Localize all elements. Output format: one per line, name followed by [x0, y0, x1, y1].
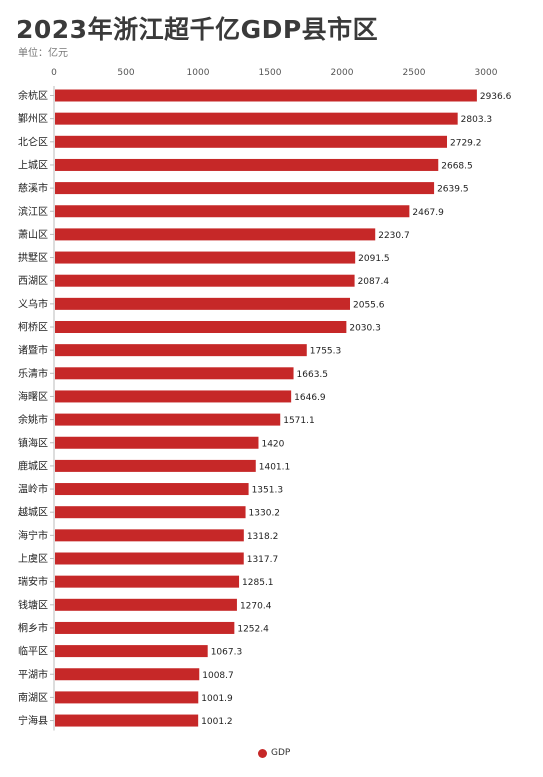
bar[interactable] — [55, 89, 477, 102]
value-label: 1755.3 — [310, 347, 342, 357]
value-label: 1420 — [261, 439, 284, 449]
category-label: 温岭市 — [18, 483, 48, 496]
bar[interactable] — [55, 297, 351, 310]
x-tick-label: 2500 — [403, 68, 426, 78]
bar[interactable] — [55, 668, 200, 681]
bar[interactable] — [55, 344, 307, 357]
category-label: 西湖区 — [18, 275, 48, 287]
bar[interactable] — [55, 158, 439, 171]
x-tick-label: 1000 — [187, 68, 210, 78]
value-label: 1663.5 — [297, 370, 329, 380]
value-label: 1318.2 — [247, 532, 279, 542]
category-label: 鄞州区 — [18, 112, 48, 125]
unit-label: 单位：亿元 — [18, 48, 68, 59]
bar[interactable] — [55, 529, 244, 542]
bar[interactable] — [55, 112, 458, 125]
value-label: 1270.4 — [240, 601, 272, 611]
category-label: 义乌市 — [18, 297, 48, 310]
bar[interactable] — [55, 251, 356, 264]
category-label: 桐乡市 — [18, 621, 48, 634]
bar[interactable] — [55, 321, 347, 333]
category-label: 柯桥区 — [18, 321, 48, 334]
value-label: 1008.7 — [202, 671, 234, 681]
bar[interactable] — [55, 575, 240, 588]
value-label: 1571.1 — [283, 416, 315, 426]
category-label: 萧山区 — [18, 229, 48, 241]
bar[interactable] — [55, 691, 199, 704]
value-label: 2936.6 — [480, 92, 512, 102]
category-label: 临平区 — [18, 645, 48, 658]
x-tick-label: 500 — [117, 68, 134, 78]
bar[interactable] — [55, 182, 435, 195]
value-label: 2087.4 — [358, 277, 390, 287]
category-label: 上虞区 — [18, 552, 48, 565]
category-label: 滨江区 — [18, 205, 48, 218]
category-label: 余姚市 — [18, 413, 48, 426]
category-label: 余杭区 — [18, 89, 48, 102]
category-label: 北仑区 — [18, 135, 48, 148]
value-label: 1317.7 — [247, 555, 278, 565]
value-label: 1351.3 — [252, 486, 284, 496]
chart-title: 2023年浙江超千亿GDP县市区 — [16, 15, 379, 44]
bar[interactable] — [55, 506, 246, 519]
value-label: 2639.5 — [437, 185, 469, 195]
bar[interactable] — [55, 645, 208, 658]
category-label: 慈溪市 — [18, 182, 48, 195]
value-label: 2091.5 — [358, 254, 390, 264]
category-label: 乐清市 — [18, 367, 48, 380]
bar[interactable] — [55, 714, 199, 727]
category-label: 钱塘区 — [18, 598, 48, 611]
bar[interactable] — [55, 552, 244, 565]
value-label: 2467.9 — [412, 208, 444, 218]
value-label: 1252.4 — [237, 624, 269, 634]
value-label: 2030.3 — [349, 324, 381, 334]
category-label: 海宁市 — [18, 529, 48, 542]
value-label: 1001.2 — [201, 717, 233, 727]
legend[interactable]: GDP — [258, 748, 290, 758]
category-label: 鹿城区 — [18, 459, 48, 472]
bar[interactable] — [55, 274, 355, 287]
category-label: 越城区 — [18, 506, 48, 519]
value-label: 2668.5 — [441, 161, 473, 171]
bar[interactable] — [55, 598, 237, 611]
x-tick-label: 1500 — [259, 68, 282, 78]
x-tick-label: 3000 — [475, 68, 498, 78]
bar[interactable] — [55, 205, 410, 218]
bar[interactable] — [55, 228, 376, 241]
bar[interactable] — [55, 390, 292, 403]
category-label: 上城区 — [18, 159, 48, 171]
category-label: 瑞安市 — [18, 575, 48, 588]
value-label: 2729.2 — [450, 138, 482, 148]
category-label: 宁海县 — [18, 714, 48, 727]
bar[interactable] — [55, 413, 281, 426]
bar[interactable] — [55, 135, 448, 148]
x-tick-label: 0 — [51, 68, 57, 78]
category-label: 南湖区 — [18, 691, 48, 704]
bar[interactable] — [55, 483, 249, 496]
legend-label: GDP — [271, 748, 291, 758]
value-label: 1001.9 — [201, 694, 233, 704]
value-label: 1330.2 — [249, 509, 281, 519]
bar[interactable] — [55, 436, 259, 449]
value-label: 2230.7 — [378, 231, 410, 241]
category-label: 拱墅区 — [18, 251, 48, 264]
value-label: 1285.1 — [242, 578, 273, 588]
category-label: 海曙区 — [18, 390, 48, 403]
category-label: 平湖市 — [18, 668, 48, 681]
value-label: 1401.1 — [259, 462, 291, 472]
value-label: 1646.9 — [294, 393, 326, 403]
value-label: 2055.6 — [353, 300, 385, 310]
category-label: 诸暨市 — [18, 344, 48, 357]
bar[interactable] — [55, 459, 256, 472]
bar[interactable] — [55, 367, 294, 380]
category-label: 镇海区 — [18, 436, 48, 449]
x-tick-label: 2000 — [331, 68, 354, 78]
value-label: 1067.3 — [211, 648, 243, 658]
bar[interactable] — [55, 621, 235, 634]
value-label: 2803.3 — [461, 115, 493, 125]
legend-marker — [258, 748, 267, 758]
